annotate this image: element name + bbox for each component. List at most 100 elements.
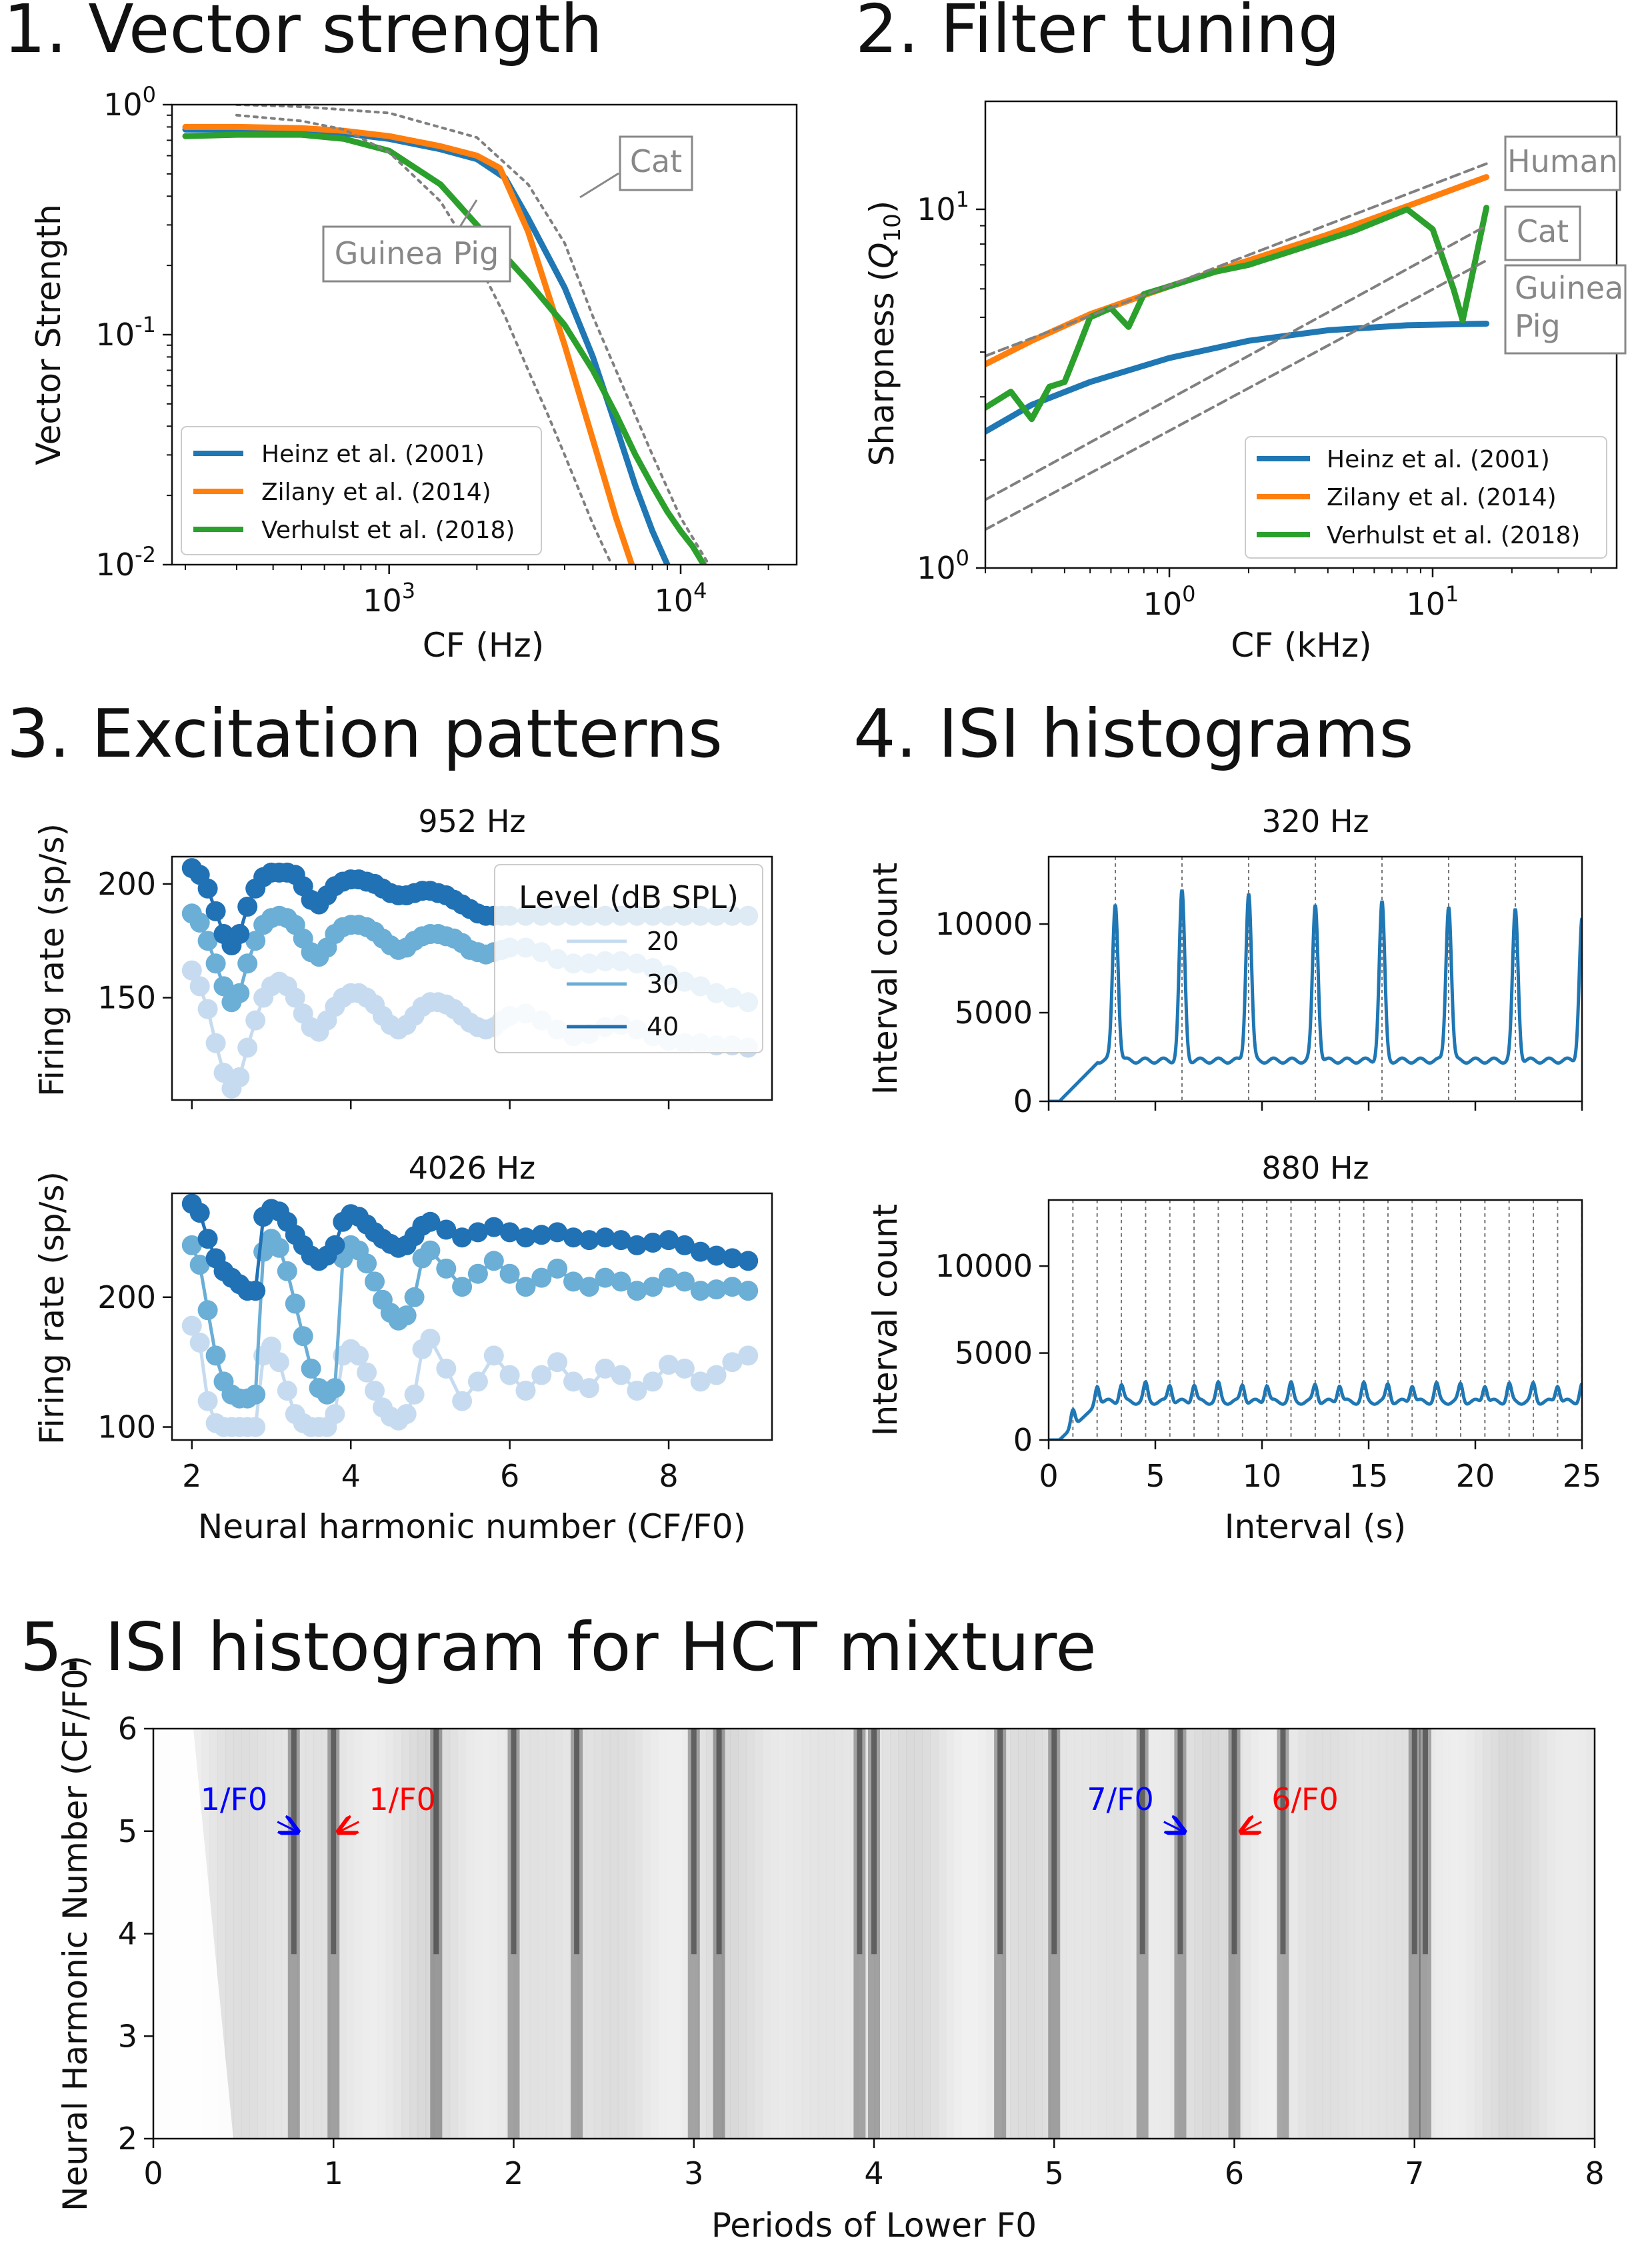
heatmap-band: [441, 1729, 451, 2139]
level-point-30: [627, 1281, 647, 1301]
level-point-30: [722, 1277, 743, 1297]
level-point-30: [452, 1277, 473, 1297]
heatmap-band: [705, 1729, 715, 2139]
heatmap-band: [625, 1729, 635, 2139]
annotation-label: 7/F0: [1087, 1781, 1154, 1817]
y-tick-label: 10-2: [96, 542, 156, 583]
x-tick-label: 1: [324, 2155, 343, 2191]
heatmap-band: [457, 1729, 467, 2139]
heatmap-band: [697, 1729, 707, 2139]
level-point-30: [420, 1240, 441, 1261]
level-point-40: [627, 1235, 647, 1255]
subplot-title-4026: 4026 Hz: [409, 1150, 535, 1186]
y-axis-label-main: Sharpness (: [863, 269, 901, 466]
level-point-40: [738, 1251, 759, 1271]
heatmap-band: [882, 1729, 891, 2139]
level-point-30: [357, 1253, 377, 1274]
heatmap-band: [1426, 1729, 1435, 2139]
excitation-patterns-chart: 952 Hz 4026 Hz 200 150 200 100 2 4 6 8 Level (d…: [33, 803, 773, 1546]
x-tick-label: 4: [864, 2155, 883, 2191]
y-tick-label-base: 10: [103, 87, 143, 123]
heatmap-band: [1274, 1729, 1283, 2139]
level-point-20: [396, 1404, 417, 1425]
heatmap-band: [713, 1729, 723, 2139]
level-point-20: [515, 1381, 536, 1401]
level-point-20: [237, 1037, 258, 1058]
y-tick-label: 6: [118, 1711, 137, 1747]
heatmap-band: [1114, 1729, 1123, 2139]
heatmap-stripe-core: [1177, 1729, 1183, 1955]
x-tick-label: 15: [1349, 1458, 1389, 1494]
x-tick-label: 2: [504, 2155, 523, 2191]
heatmap-band: [1026, 1729, 1035, 2139]
level-point-40: [706, 1245, 727, 1266]
level-point-30: [205, 1345, 226, 1366]
legend-verhulst: Verhulst et al. (2018): [261, 517, 515, 544]
heatmap-band: [529, 1729, 539, 2139]
heatmap-stripe-core: [1231, 1729, 1237, 1955]
heatmap-band: [801, 1729, 811, 2139]
x-tick-label: 25: [1563, 1458, 1602, 1494]
heatmap-band: [409, 1729, 419, 2139]
x-axis-label: CF (Hz): [423, 626, 544, 665]
heatmap-band: [601, 1729, 611, 2139]
heatmap-stripe: [853, 1729, 866, 2139]
heatmap-stripe-core: [1422, 1729, 1428, 1955]
y-tick-label: 2: [118, 2121, 137, 2157]
x-tick-label: 103: [363, 578, 415, 619]
heatmap-stripe: [1048, 1729, 1061, 2139]
legend-level-20: 20: [647, 927, 679, 956]
x-tick-label-exp: 1: [1445, 581, 1459, 607]
heatmap-band: [761, 1729, 771, 2139]
heatmap-band: [1530, 1729, 1539, 2139]
legend-zilany: Zilany et al. (2014): [1327, 484, 1557, 511]
heatmap-band: [890, 1729, 899, 2139]
series-line-1: [182, 123, 635, 565]
heatmap-band: [825, 1729, 835, 2139]
legend-heinz: Heinz et al. (2001): [261, 441, 485, 468]
x-tick-label-exp: 0: [1182, 581, 1195, 607]
heatmap-band: [1130, 1729, 1139, 2139]
level-point-30: [181, 1235, 202, 1255]
x-tick-label-base: 10: [655, 583, 694, 619]
level-point-20: [452, 1391, 473, 1411]
y-tick-label: 100: [917, 545, 969, 586]
heatmap-band: [1434, 1729, 1443, 2139]
level-point-20: [467, 1371, 488, 1392]
annotation-arrow: [340, 1822, 360, 1831]
heatmap-band: [1242, 1729, 1251, 2139]
heatmap-band: [505, 1729, 515, 2139]
level-point-20: [706, 1365, 727, 1385]
heatmap-band: [321, 1729, 331, 2139]
x-tick-label-exp: 3: [402, 578, 415, 603]
heatmap-band: [497, 1729, 507, 2139]
heatmap-band: [914, 1729, 923, 2139]
annotation-label: 1/F0: [369, 1781, 436, 1817]
y-axis-label-end: ): [863, 201, 901, 214]
heatmap-band: [1202, 1729, 1211, 2139]
heatmap-band: [689, 1729, 699, 2139]
legend-verhulst: Verhulst et al. (2018): [1327, 522, 1580, 549]
y-tick-label: 150: [97, 979, 156, 1015]
level-point-40: [483, 1217, 504, 1237]
heatmap-stripe: [1136, 1729, 1149, 2139]
heatmap-band: [841, 1729, 851, 2139]
guinea-pig-note: Guinea Pig: [335, 235, 499, 271]
level-point-20: [690, 1371, 711, 1392]
level-point-40: [643, 1233, 663, 1253]
heatmap-stripe: [713, 1729, 725, 2139]
plot-frame-bottom: [1047, 1199, 1583, 1441]
cat-note-box: [1504, 205, 1581, 261]
level-legend-box: [494, 864, 763, 1053]
y-tick-label-base: 10: [917, 550, 956, 586]
level-point-20: [229, 1067, 250, 1087]
heatmap-band: [1186, 1729, 1195, 2139]
y-axis-label-top: Firing rate (sp/s): [33, 823, 71, 1097]
heatmap-band: [657, 1729, 667, 2139]
heatmap-band: [1474, 1729, 1483, 2139]
y-tick-label: 0: [1013, 1083, 1033, 1119]
heatmap-band: [449, 1729, 459, 2139]
heatmap-band: [673, 1729, 683, 2139]
heatmap-band: [769, 1729, 779, 2139]
y-tick-label: 10-1: [96, 312, 156, 353]
